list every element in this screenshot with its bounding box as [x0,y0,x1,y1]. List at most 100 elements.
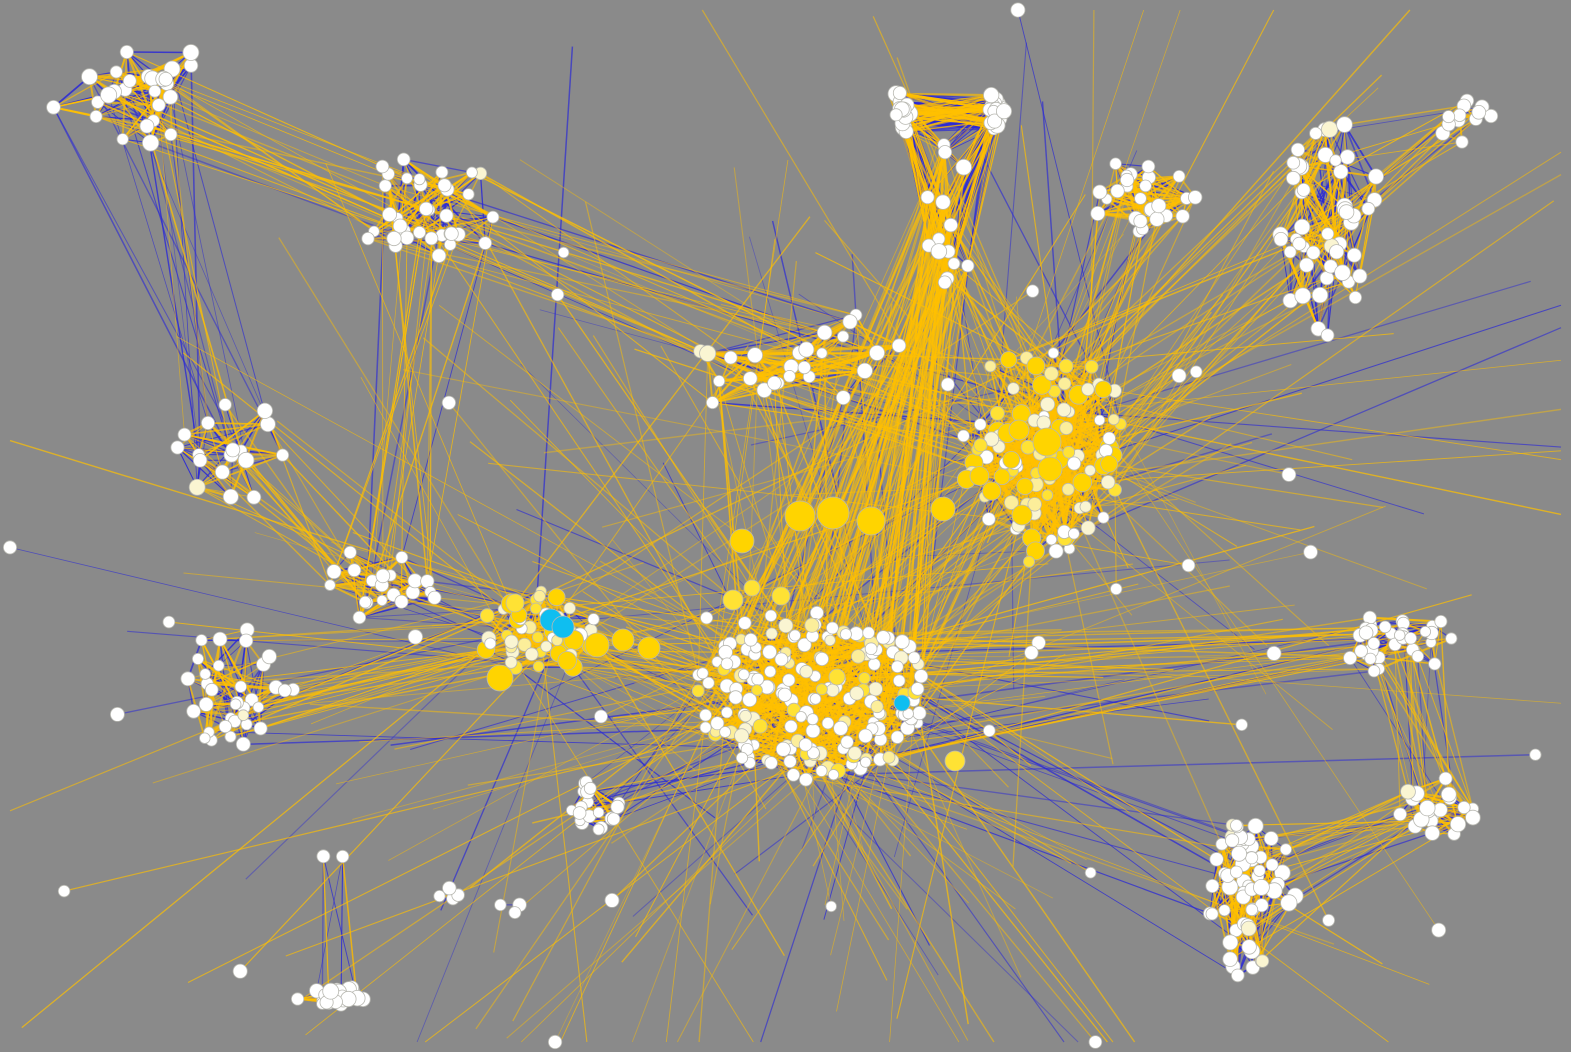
graph-node[interactable] [424,231,439,246]
graph-node[interactable] [993,468,1011,486]
graph-node[interactable] [494,898,507,912]
graph-node[interactable] [729,528,755,554]
graph-node[interactable] [1266,645,1282,661]
graph-node[interactable] [1058,377,1072,391]
graph-node[interactable] [1205,879,1220,894]
graph-node[interactable] [737,616,752,630]
graph-node[interactable] [784,500,816,532]
graph-node[interactable] [1465,809,1481,826]
graph-node[interactable] [340,990,357,1008]
graph-node[interactable] [1230,819,1243,832]
graph-node[interactable] [412,225,426,239]
graph-node[interactable] [316,849,331,864]
graph-node[interactable] [1044,366,1059,381]
graph-node[interactable] [1283,245,1297,259]
graph-node[interactable] [798,341,815,358]
graph-node[interactable] [691,684,705,698]
graph-node[interactable] [764,665,777,678]
graph-node[interactable] [1393,807,1407,822]
graph-node[interactable] [1016,477,1034,495]
graph-node[interactable] [381,206,397,222]
graph-node[interactable] [723,350,738,365]
graph-node[interactable] [637,636,661,660]
graph-node[interactable] [1471,105,1487,120]
graph-node[interactable] [1102,431,1116,446]
graph-node[interactable] [1438,771,1453,786]
graph-node[interactable] [804,617,820,633]
graph-node[interactable] [1026,356,1046,376]
graph-node[interactable] [180,671,196,687]
graph-node[interactable] [431,248,447,264]
graph-node[interactable] [1367,664,1381,678]
graph-node[interactable] [200,415,215,430]
graph-node[interactable] [747,347,764,364]
graph-node[interactable] [858,728,873,744]
graph-node[interactable] [1286,170,1301,186]
graph-node-highlight[interactable] [893,694,911,712]
graph-node[interactable] [158,71,174,87]
graph-node[interactable] [1424,825,1441,841]
graph-node[interactable] [164,127,178,142]
graph-node[interactable] [930,496,956,522]
graph-node[interactable] [969,466,990,486]
graph-node[interactable] [324,579,336,591]
graph-node[interactable] [116,133,129,146]
graph-node[interactable] [774,652,789,667]
graph-node[interactable] [395,551,409,564]
graph-node[interactable] [1290,142,1306,157]
graph-node[interactable] [1253,864,1266,877]
graph-node[interactable] [437,178,452,193]
graph-node[interactable] [1338,204,1355,220]
graph-node[interactable] [797,637,812,653]
graph-node[interactable] [764,756,778,770]
graph-node[interactable] [821,717,835,730]
graph-node[interactable] [1045,534,1058,546]
graph-node[interactable] [401,172,413,185]
graph-node[interactable] [1110,183,1125,199]
graph-node[interactable] [957,429,970,443]
graph-node[interactable] [1445,632,1458,645]
graph-node[interactable] [700,611,714,625]
graph-node[interactable] [214,464,230,480]
graph-node[interactable] [1273,232,1289,247]
graph-node[interactable] [610,799,625,815]
graph-node[interactable] [1419,799,1436,817]
graph-node[interactable] [1378,620,1392,634]
graph-node[interactable] [1080,520,1096,536]
graph-node[interactable] [816,324,833,341]
graph-node[interactable] [1079,500,1092,513]
graph-node[interactable] [1175,209,1190,224]
graph-node[interactable] [775,741,791,757]
graph-node[interactable] [856,362,873,379]
graph-node[interactable] [1281,467,1297,482]
graph-node[interactable] [876,630,891,645]
graph-node[interactable] [1149,211,1165,227]
graph-node[interactable] [752,718,768,734]
graph-node[interactable] [1245,903,1259,916]
graph-node[interactable] [1011,504,1033,526]
graph-node[interactable] [786,768,801,782]
graph-node[interactable] [784,719,798,734]
graph-node[interactable] [720,706,733,719]
graph-node[interactable] [833,720,849,736]
graph-node[interactable] [1329,154,1342,167]
graph-node[interactable] [789,629,802,642]
graph-node[interactable] [1031,635,1046,651]
graph-node[interactable] [1097,511,1110,524]
graph-node[interactable] [1333,164,1349,180]
graph-node[interactable] [943,217,959,233]
graph-node[interactable] [1431,922,1447,938]
graph-node[interactable] [1047,347,1060,359]
graph-node[interactable] [3,540,17,555]
graph-node[interactable] [1263,831,1279,846]
graph-node[interactable] [1067,456,1082,471]
graph-node[interactable] [1364,652,1377,665]
graph-node[interactable] [572,806,587,820]
graph-node[interactable] [1245,851,1259,865]
graph-node[interactable] [940,377,955,392]
graph-node[interactable] [186,703,201,719]
graph-node[interactable] [375,568,391,584]
graph-node[interactable] [1336,116,1353,133]
graph-node[interactable] [961,259,975,273]
graph-node[interactable] [799,772,813,787]
